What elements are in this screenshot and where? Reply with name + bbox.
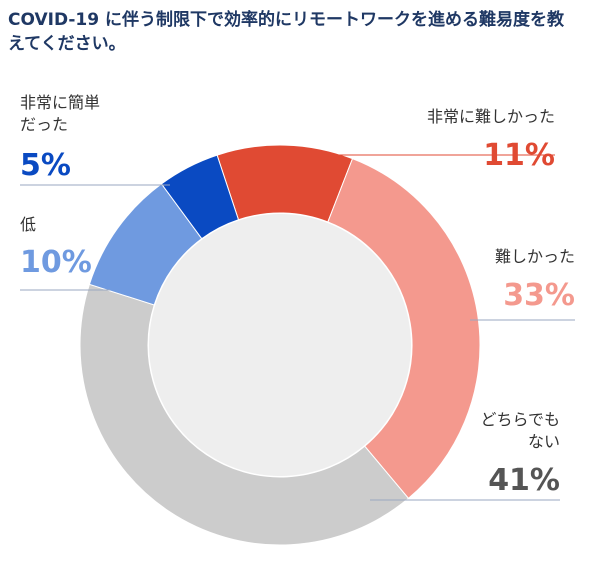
donut-center — [149, 214, 411, 476]
slice-2 — [79, 283, 410, 546]
category-label-3-0: 低 — [20, 215, 36, 234]
value-label-2: 41% — [488, 463, 560, 498]
category-label-2-0: どちらでも — [480, 410, 560, 429]
slice-1 — [327, 157, 481, 500]
slice-4 — [160, 154, 240, 240]
category-label-0-0: 非常に難しかった — [427, 107, 555, 126]
chart-title: COVID-19 に伴う制限下で効率的にリモートワークを進める難易度を教えてくだ… — [8, 10, 565, 54]
value-label-1: 33% — [503, 278, 575, 313]
value-label-0: 11% — [483, 138, 555, 173]
category-label-4-0: 非常に簡単 — [20, 93, 100, 112]
value-label-4: 5% — [20, 148, 71, 183]
category-label-2-1: ない — [528, 432, 560, 451]
value-label-3: 10% — [20, 245, 92, 280]
category-label-4-1: だった — [20, 115, 68, 134]
category-label-1-0: 難しかった — [495, 247, 575, 266]
